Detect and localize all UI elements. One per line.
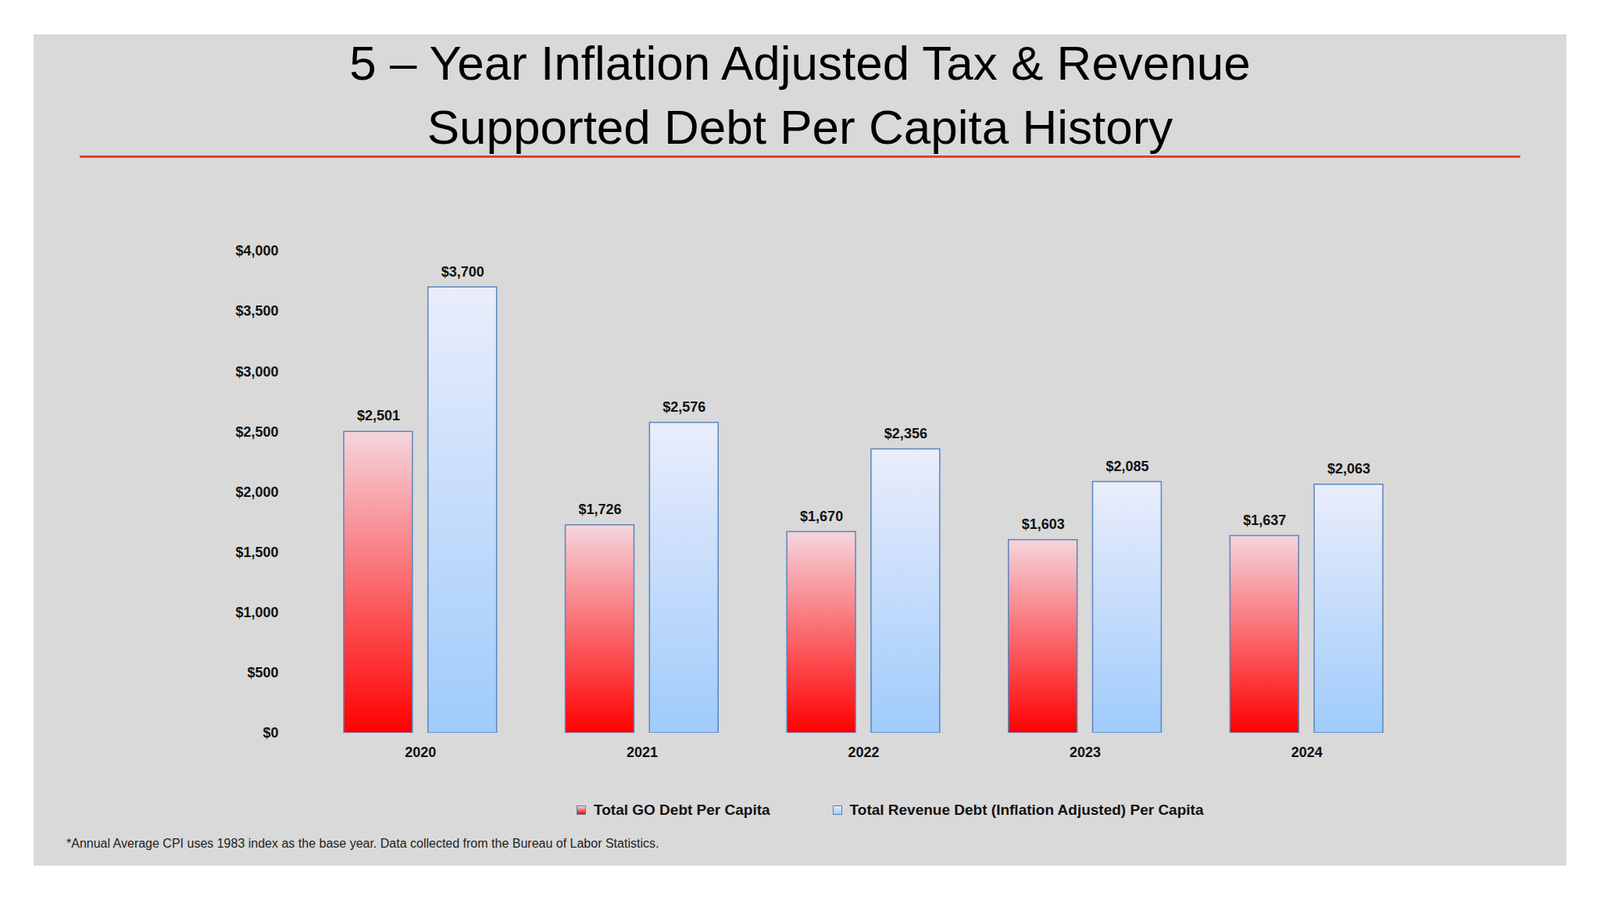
- svg-text:$3,500: $3,500: [235, 303, 279, 319]
- svg-text:$1,500: $1,500: [235, 544, 279, 561]
- svg-text:2024: 2024: [1291, 744, 1323, 761]
- svg-text:$1,670: $1,670: [800, 508, 843, 525]
- html-text:Total Revenue Debt (Inflation: Total Revenue Debt (Inflation Adjusted) …: [849, 801, 1204, 818]
- svg-text:$2,500: $2,500: [235, 424, 279, 440]
- html-text:*Annual Average CPI uses 1983: *Annual Average CPI uses 1983 index as t…: [66, 836, 659, 850]
- svg-text:$3,000: $3,000: [235, 364, 279, 380]
- svg-text:$0: $0: [262, 725, 279, 741]
- svg-text:$1,603: $1,603: [1021, 516, 1065, 533]
- svg-text:2020: 2020: [404, 744, 436, 761]
- html-text:Total GO Debt Per Capita: Total GO Debt Per Capita: [593, 801, 770, 818]
- svg-text:$1,637: $1,637: [1242, 512, 1286, 529]
- svg-text:$1,000: $1,000: [235, 604, 279, 621]
- svg-text:$2,501: $2,501: [357, 407, 400, 424]
- svg-text:2022: 2022: [847, 744, 879, 761]
- svg-text:$2,000: $2,000: [235, 484, 279, 500]
- svg-text:$2,356: $2,356: [884, 425, 928, 442]
- svg-text:2021: 2021: [626, 744, 658, 761]
- svg-text:$2,576: $2,576: [662, 399, 706, 415]
- svg-text:$2,085: $2,085: [1105, 458, 1149, 475]
- svg-text:$3,700: $3,700: [441, 264, 485, 280]
- svg-text:2023: 2023: [1069, 744, 1101, 761]
- svg-text:$4,000: $4,000: [235, 242, 279, 259]
- svg-text:$2,063: $2,063: [1327, 460, 1371, 477]
- svg-text:$1,726: $1,726: [578, 501, 622, 518]
- svg-text:$500: $500: [246, 664, 279, 681]
- html-text:5 – Year Inflation Adjusted Ta: 5 – Year Inflation Adjusted Tax & Revenu…: [349, 35, 1251, 154]
